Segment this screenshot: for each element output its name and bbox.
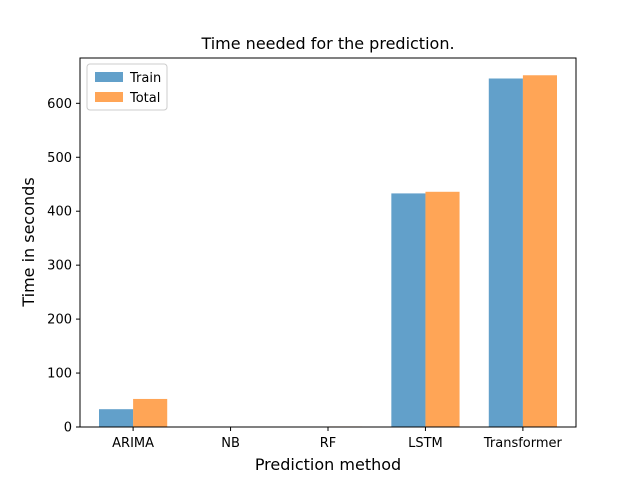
legend-swatch-train: [95, 72, 123, 82]
x-axis-ticks: ARIMA NB RF LSTM Transformer: [112, 427, 563, 451]
bar-train-lstm: [391, 193, 426, 427]
bar-total-lstm: [425, 191, 460, 427]
x-tick-label: RF: [320, 436, 337, 451]
y-tick-label: 0: [64, 421, 72, 436]
y-tick-label: 200: [47, 313, 72, 328]
y-tick-label: 100: [47, 367, 72, 382]
legend-swatch-total: [95, 92, 123, 102]
x-tick-label: ARIMA: [112, 436, 154, 451]
legend: Train Total: [86, 63, 168, 111]
x-tick-label: LSTM: [408, 436, 443, 451]
bar-total-transformer: [522, 75, 557, 428]
y-axis-ticks: 0 100 200 300 400 500 600: [47, 97, 80, 436]
legend-label-total: Total: [129, 91, 160, 106]
y-tick-label: 300: [47, 259, 72, 274]
x-tick-label: Transformer: [483, 436, 563, 451]
bars: [99, 75, 557, 428]
x-axis-label: Prediction method: [255, 455, 401, 474]
y-tick-label: 400: [47, 205, 72, 220]
bar-train-transformer: [488, 78, 523, 427]
legend-label-train: Train: [129, 71, 161, 86]
x-tick-label: NB: [221, 436, 240, 451]
chart-title: Time needed for the prediction.: [200, 34, 454, 53]
bar-total-arima: [133, 398, 168, 427]
y-tick-label: 600: [47, 97, 72, 112]
y-tick-label: 500: [47, 151, 72, 166]
bar-train-arima: [99, 409, 134, 427]
y-axis-label: Time in seconds: [19, 177, 38, 307]
